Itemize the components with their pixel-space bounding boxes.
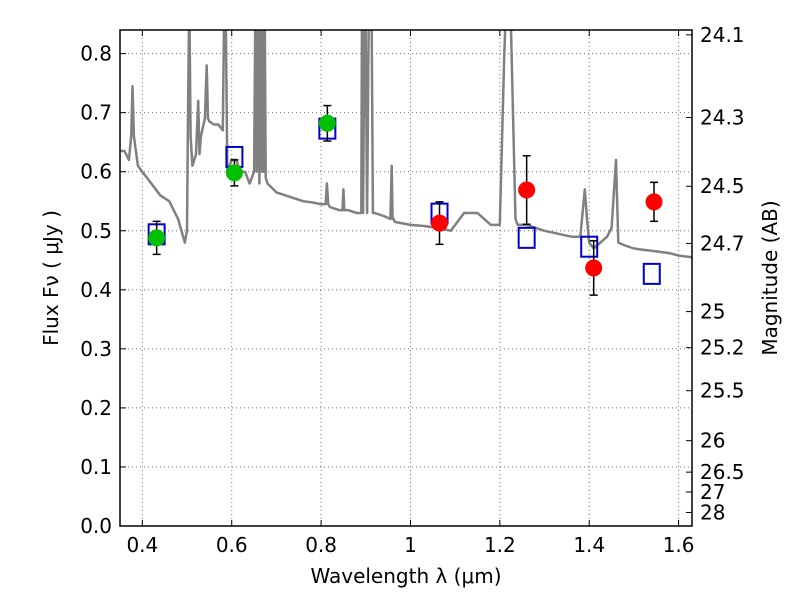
right-tick-label: 26 (700, 429, 725, 453)
data-points-layer (147, 104, 663, 296)
y-tick-label: 0.2 (80, 396, 112, 420)
y-tick-label: 0.3 (80, 337, 112, 361)
y-tick-label: 0.1 (80, 455, 112, 479)
right-tick-label: 24.7 (700, 231, 745, 255)
photometry-point (225, 164, 243, 182)
model-flux-marker (517, 226, 536, 249)
y-axis-label: Flux Fν ( μJy ) (39, 210, 63, 346)
right-tick-label: 28 (700, 500, 725, 524)
x-tick-label: 1.4 (573, 533, 605, 557)
right-tick-label: 25.5 (700, 379, 745, 403)
photometry-point (585, 259, 603, 277)
x-tick-label: 1 (404, 533, 417, 557)
right-axis-label: Magnitude (AB) (758, 200, 782, 355)
photometry-point (431, 214, 449, 232)
x-tick-label: 0.8 (305, 533, 337, 557)
y-tick-label: 0.5 (80, 219, 112, 243)
y-axis-ticks: 0.0 0.1 0.2 0.3 0.4 0.5 0.6 0.7 0.8 (80, 42, 126, 538)
x-tick-label: 0.6 (216, 533, 248, 557)
right-tick-label: 25.2 (700, 336, 745, 360)
y-tick-label: 0.4 (80, 278, 112, 302)
plot-frame (119, 29, 693, 527)
x-axis-label: Wavelength λ (μm) (310, 564, 501, 588)
right-tick-label: 24.1 (700, 23, 745, 47)
photometry-point (318, 114, 336, 132)
right-tick-label: 26.5 (700, 460, 745, 484)
model-flux-marker (580, 235, 599, 258)
photometry-point (148, 229, 166, 247)
model-flux-marker (642, 262, 661, 285)
right-tick-label: 25 (700, 300, 725, 324)
right-tick-label: 24.3 (700, 106, 745, 130)
photometry-point (645, 193, 663, 211)
spectrum-line (120, 30, 692, 259)
right-tick-label: 27 (700, 480, 725, 504)
spectrum-layer (120, 30, 692, 259)
right-tick-label: 24.5 (700, 174, 745, 198)
y-tick-label: 0.6 (80, 160, 112, 184)
x-tick-label: 1.6 (663, 533, 695, 557)
photometry-point (518, 181, 536, 199)
x-axis-ticks: 0.4 0.6 0.8 1 1.2 1.4 1.6 (126, 30, 695, 557)
x-tick-label: 0.4 (126, 533, 158, 557)
y-tick-label: 0.8 (80, 42, 112, 66)
y-tick-label: 0.0 (80, 514, 112, 538)
y-tick-label: 0.7 (80, 101, 112, 125)
x-tick-label: 1.2 (484, 533, 516, 557)
